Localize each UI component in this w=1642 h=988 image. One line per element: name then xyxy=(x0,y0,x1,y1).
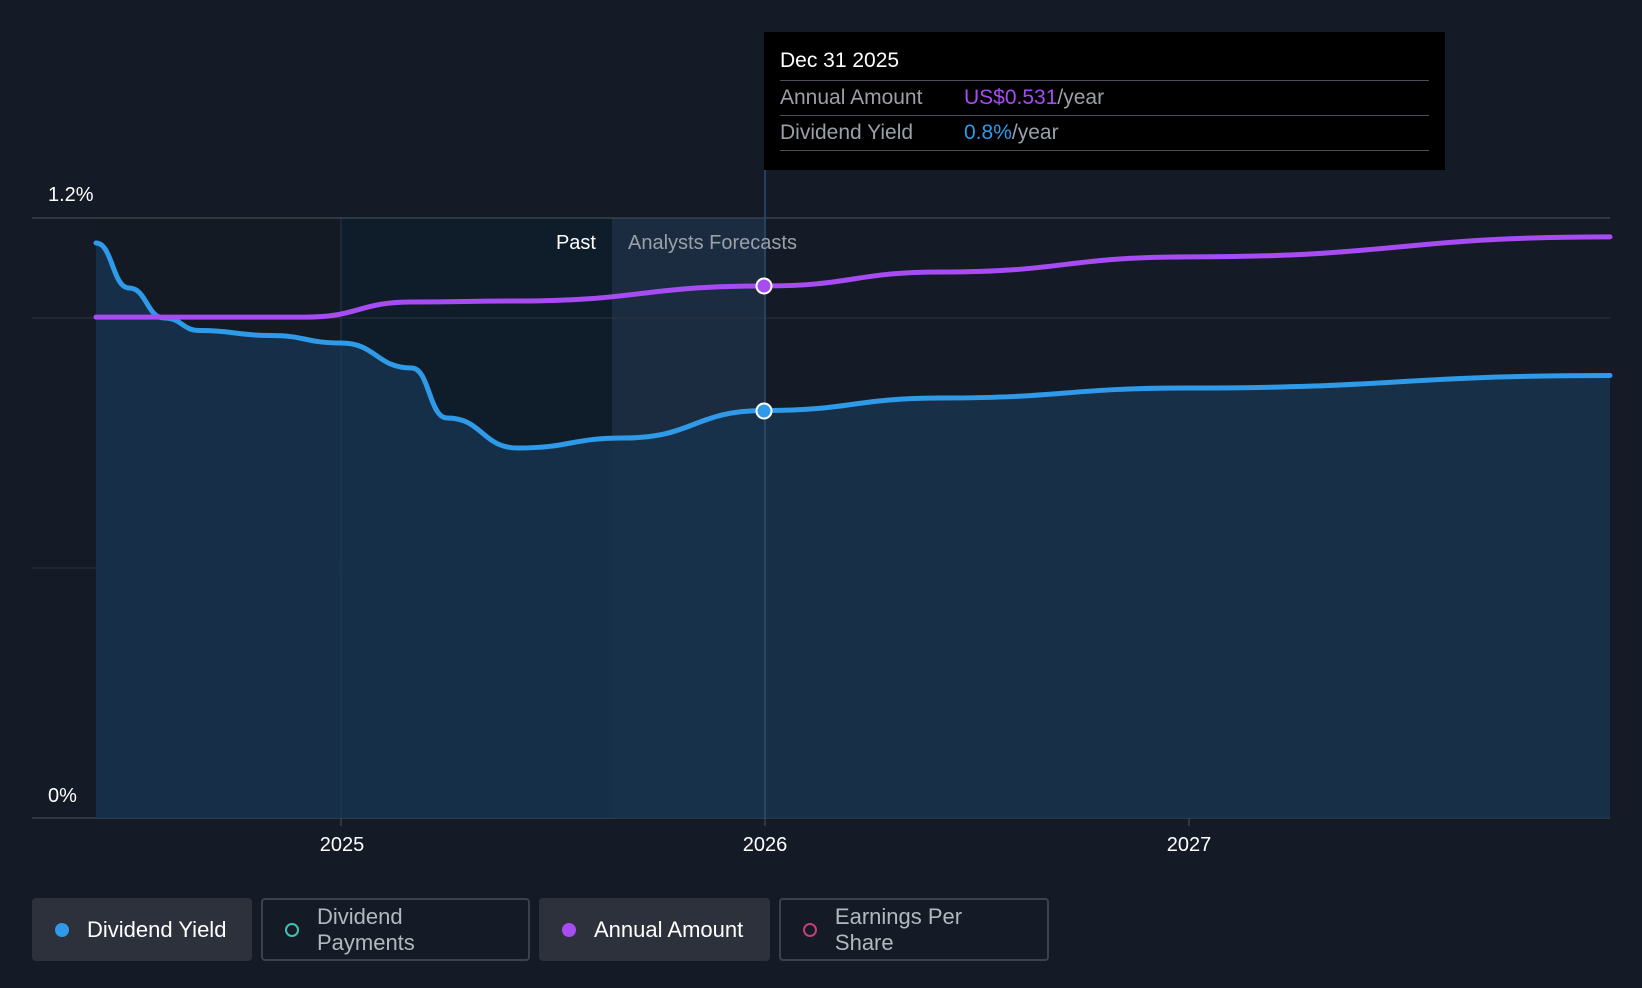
chart-legend: Dividend Yield Dividend Payments Annual … xyxy=(32,898,1049,961)
dividend-chart: 1.2% 0% 2025 2026 2027 Past Analysts For… xyxy=(32,170,1613,856)
legend-label: Dividend Payments xyxy=(316,903,415,955)
past-label: Past xyxy=(556,232,596,254)
legend-dividend-yield[interactable]: Dividend Yield xyxy=(32,898,252,961)
annual-amount-line[interactable] xyxy=(93,234,1613,320)
legend-dot-icon xyxy=(562,922,576,937)
dividend-yield-hover-point[interactable] xyxy=(755,402,773,420)
x-tick-2026: 2026 xyxy=(743,834,788,856)
tooltip-suffix: /year xyxy=(1011,121,1059,144)
legend-ring-icon xyxy=(803,922,817,937)
y-tick-zero: 0% xyxy=(48,785,77,807)
dividend-yield-line[interactable] xyxy=(93,240,1613,451)
tooltip-suffix: /year xyxy=(1057,86,1105,109)
annual-amount-hover-point[interactable] xyxy=(755,277,773,295)
legend-label: Earnings Per Share xyxy=(834,903,963,955)
legend-annual-amount[interactable]: Annual Amount xyxy=(539,898,770,961)
tooltip-date: Dec 31 2025 xyxy=(780,46,1429,81)
legend-label: Annual Amount xyxy=(594,916,744,942)
analysts-forecasts-label: Analysts Forecasts xyxy=(628,232,797,254)
y-tick-top: 1.2% xyxy=(48,184,94,206)
tooltip-value: US$0.531 xyxy=(964,86,1058,109)
legend-dividend-payments[interactable]: Dividend Payments xyxy=(261,898,530,961)
tooltip-label: Dividend Yield xyxy=(780,121,914,144)
legend-dot-icon xyxy=(55,922,69,937)
tooltip-row-dividend-yield: Dividend Yield 0.8% /year xyxy=(780,116,1429,151)
x-tick-2027: 2027 xyxy=(1167,834,1212,856)
dividend-yield-area xyxy=(96,243,1610,818)
x-tick-2025: 2025 xyxy=(320,834,365,856)
tooltip-value: 0.8% xyxy=(964,121,1012,144)
legend-ring-icon xyxy=(285,922,299,937)
hover-tooltip: Dec 31 2025 Annual Amount US$0.531 /year… xyxy=(764,32,1445,170)
legend-earnings-per-share[interactable]: Earnings Per Share xyxy=(779,898,1049,961)
tooltip-row-annual-amount: Annual Amount US$0.531 /year xyxy=(780,81,1429,116)
legend-label: Dividend Yield xyxy=(87,916,227,942)
tooltip-label: Annual Amount xyxy=(780,86,923,109)
